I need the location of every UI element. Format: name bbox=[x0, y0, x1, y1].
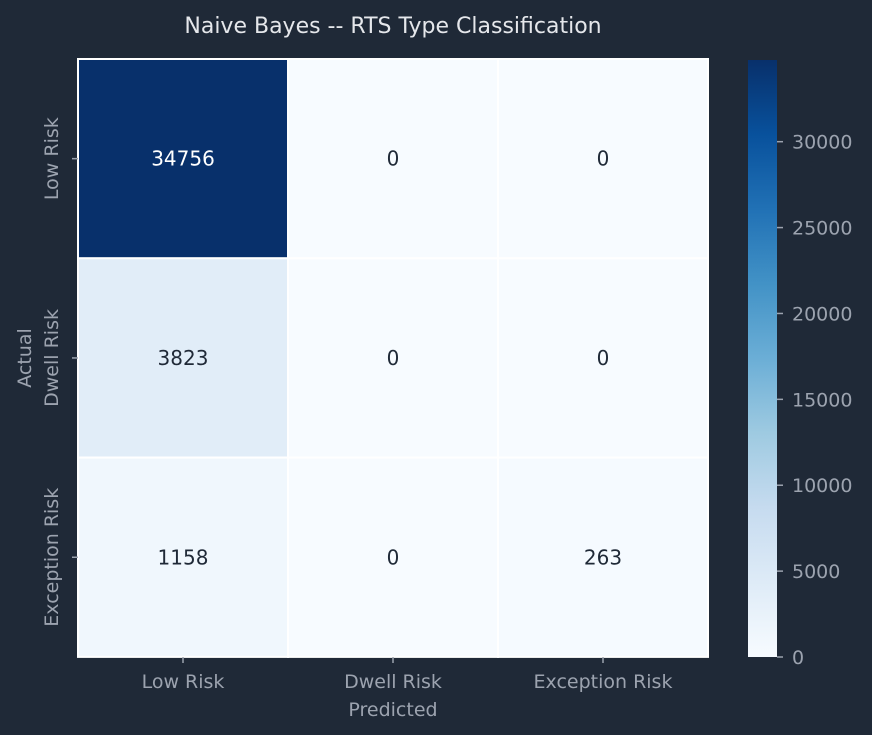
colorbar-tick-label: 10000 bbox=[792, 475, 852, 497]
heatmap-cells bbox=[77, 58, 709, 658]
colorbar-tick-label: 25000 bbox=[792, 218, 852, 240]
colorbar-tick-label: 0 bbox=[792, 647, 804, 669]
cell-value-label: 0 bbox=[597, 147, 610, 171]
heatmap-cell-r2-c0 bbox=[77, 456, 289, 658]
cell-value-label: 263 bbox=[584, 545, 622, 569]
heatmap-cell-r0-c2 bbox=[497, 58, 709, 260]
chart-title: Naive Bayes -- RTS Type Classification bbox=[184, 14, 601, 39]
cell-value-label: 3823 bbox=[158, 346, 209, 370]
heatmap-cell-r0-c0 bbox=[77, 58, 289, 260]
heatmap-cell-r2-c1 bbox=[287, 456, 499, 658]
cell-value-label: 0 bbox=[387, 147, 400, 171]
heatmap-cell-r1-c0 bbox=[77, 257, 289, 459]
x-tick-label: Dwell Risk bbox=[344, 671, 442, 693]
heatmap-cell-r1-c1 bbox=[287, 257, 499, 459]
heatmap-cell-labels: 34756 0 0 3823 0 0 1158 0 263 bbox=[151, 147, 622, 570]
heatmap-cell-r0-c1 bbox=[287, 58, 499, 260]
y-tick-label: Exception Risk bbox=[41, 488, 63, 627]
x-tick-label: Exception Risk bbox=[534, 671, 673, 693]
y-axis-ticks: Low Risk Dwell Risk Exception Risk bbox=[41, 117, 78, 627]
heatmap-cell-r1-c2 bbox=[497, 257, 709, 459]
x-tick-label: Low Risk bbox=[142, 671, 225, 693]
colorbar-tick-label: 20000 bbox=[792, 303, 852, 325]
cell-value-label: 0 bbox=[387, 545, 400, 569]
cell-value-label: 0 bbox=[597, 346, 610, 370]
y-tick-label: Dwell Risk bbox=[41, 309, 63, 407]
y-axis-label: Actual bbox=[14, 328, 36, 388]
colorbar-tick-label: 30000 bbox=[792, 132, 852, 154]
cell-value-label: 0 bbox=[387, 346, 400, 370]
cell-value-label: 34756 bbox=[151, 147, 215, 171]
cell-value-label: 1158 bbox=[158, 545, 209, 569]
colorbar bbox=[748, 60, 777, 657]
y-tick-label: Low Risk bbox=[41, 117, 63, 200]
colorbar-ticks: 0 5000 10000 15000 20000 25000 30000 bbox=[777, 132, 852, 669]
colorbar-tick-label: 5000 bbox=[792, 561, 840, 583]
x-axis-ticks: Low Risk Dwell Risk Exception Risk bbox=[142, 657, 673, 693]
heatmap-cell-r2-c2 bbox=[497, 456, 709, 658]
x-axis-label: Predicted bbox=[348, 699, 437, 721]
colorbar-tick-label: 15000 bbox=[792, 389, 852, 411]
